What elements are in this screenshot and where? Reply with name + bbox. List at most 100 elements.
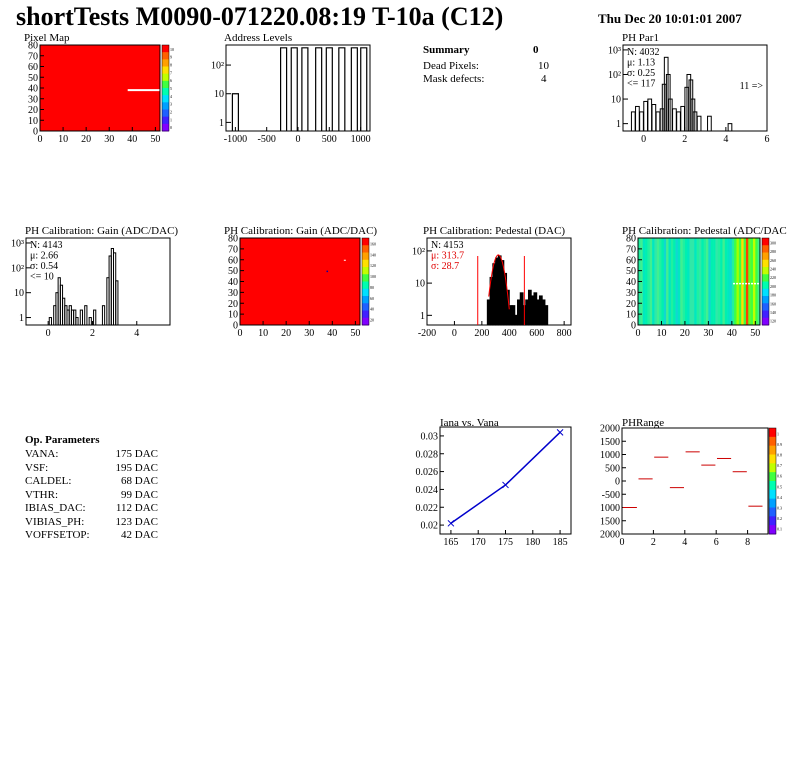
colorbar-segment [769, 463, 776, 473]
y-tick-label: 40 [228, 277, 238, 288]
colorbar-frame [361, 237, 370, 326]
colorbar-segment [769, 445, 776, 455]
colorbar-label: 220 [770, 275, 776, 280]
pedestal-column [656, 238, 660, 325]
histogram-bin [639, 111, 644, 132]
colorbar-segment [362, 303, 369, 311]
pedestal-column [727, 238, 730, 325]
pedestal-column [649, 238, 653, 325]
plot-frame [25, 237, 171, 326]
x-tick-label: 2 [651, 537, 656, 548]
pedestal-column [694, 238, 697, 325]
ph-range-plot: 0 2 4 6 8 2000 1500 1000 500 0 -500 1000 1500 2000 1 0.… [600, 424, 786, 549]
y-tick-label: 70 [228, 244, 238, 255]
histogram-bin [630, 111, 636, 132]
colorbar-label: 3 [170, 102, 172, 107]
op-parameter-value: 42 DAC [121, 529, 158, 541]
y-tick-label: 500 [605, 463, 620, 474]
op-parameter-row: VSF: 195 DAC [25, 462, 195, 476]
heatmap-fill [40, 45, 160, 131]
y-tick-label: 0.022 [416, 503, 439, 514]
data-point [556, 428, 564, 436]
y-tick-label: 10² [412, 246, 425, 257]
y-tick-label: 1500 [600, 437, 620, 448]
pedestal-column [757, 238, 761, 325]
pedestal-column [675, 238, 679, 325]
pedestal-column [673, 238, 676, 325]
pedestal-column [684, 238, 688, 325]
pedestal-column [696, 238, 700, 325]
x-tick-label: 30 [104, 134, 114, 145]
stat-line: N: 4153 [431, 240, 464, 251]
summary-value: 0 [533, 44, 539, 56]
colorbar-segment [362, 310, 369, 319]
x-tick-label: 30 [304, 328, 314, 339]
pedestal-column [666, 238, 669, 325]
ph-pedestal-map-plot: 0 10 20 30 40 50 0 10 20 30 40 50 60 70 80 300 280 260 240… [622, 234, 786, 341]
histogram-bin [544, 305, 549, 326]
colorbar-label: 40 [370, 307, 374, 312]
colorbar-label: 120 [370, 263, 376, 268]
y-tick-label: 2000 [600, 530, 620, 541]
colorbar-segment [769, 525, 776, 535]
colorbar-label: 0 [170, 125, 172, 130]
pedestal-column [736, 238, 740, 325]
x-tick-label: 4 [723, 134, 728, 145]
colorbar-label: 80 [370, 285, 374, 290]
y-tick-label: 70 [626, 244, 636, 255]
histogram-bin [48, 317, 52, 326]
x-tick-label: -200 [418, 328, 436, 339]
colorbar-label: 0.2 [777, 516, 782, 521]
op-parameter-label: VTHR: [25, 488, 58, 501]
y-tick-label: 80 [626, 234, 636, 245]
y-tick-label: 20 [228, 299, 238, 310]
y-tick-label: 70 [28, 51, 38, 62]
colorbar-label: 200 [770, 284, 776, 289]
histogram-bin [672, 108, 677, 132]
x-tick-label: 500 [322, 134, 337, 145]
colorbar-segment [769, 498, 776, 508]
data-point [502, 481, 509, 489]
page-title: shortTests M0090-071220.08:19 T-10a (C12… [16, 2, 504, 31]
pedestal-column [659, 238, 662, 325]
pedestal-column [652, 238, 655, 325]
op-parameter-row: CALDEL: 68 DAC [25, 475, 195, 489]
colorbar-label: 5 [170, 86, 172, 91]
y-tick-label: 1 [616, 119, 621, 130]
colorbar-segment [362, 267, 369, 275]
pedestal-column [717, 238, 721, 325]
stat-line: <= 10 [30, 272, 54, 283]
colorbar-segment [162, 52, 169, 60]
address-peak [231, 93, 239, 132]
y-tick-label: 60 [28, 62, 38, 73]
colorbar-label: 0.9 [777, 442, 782, 447]
stat-line: N: 4143 [30, 240, 63, 251]
pedestal-column [738, 238, 742, 325]
ph-gain-title: PH Calibration: Gain (ADC/DAC) [25, 225, 179, 237]
colorbar-label: 120 [770, 319, 776, 324]
address-peak [280, 47, 288, 132]
y-tick-label: 0.02 [421, 521, 439, 532]
colorbar-label: 1 [777, 431, 779, 436]
x-tick-label: 180 [525, 537, 540, 548]
op-parameter-row: IBIAS_DAC: 112 DAC [25, 502, 195, 516]
op-parameter-row: VIBIAS_PH: 123 DAC [25, 516, 195, 530]
x-tick-label: 0 [452, 328, 457, 339]
colorbar-label: 20 [370, 318, 374, 323]
y-tick-label: 1000 [600, 450, 620, 461]
x-tick-label: 50 [150, 134, 160, 145]
colorbar-label: 0.4 [777, 495, 782, 500]
colorbar-label: 10 [170, 47, 174, 52]
colorbar-label: 4 [170, 94, 172, 99]
pixel-map-title: Pixel Map [24, 32, 70, 44]
x-tick-label: 4 [134, 328, 139, 339]
y-tick-label: 50 [228, 266, 238, 277]
gaussian-fit [488, 254, 510, 310]
pedestal-column [722, 238, 726, 325]
x-tick-label: 10 [258, 328, 268, 339]
x-tick-label: 10 [58, 134, 68, 145]
y-tick-label: 30 [626, 288, 636, 299]
ph-gain-map-title: PH Calibration: Gain (ADC/DAC) [224, 225, 378, 237]
